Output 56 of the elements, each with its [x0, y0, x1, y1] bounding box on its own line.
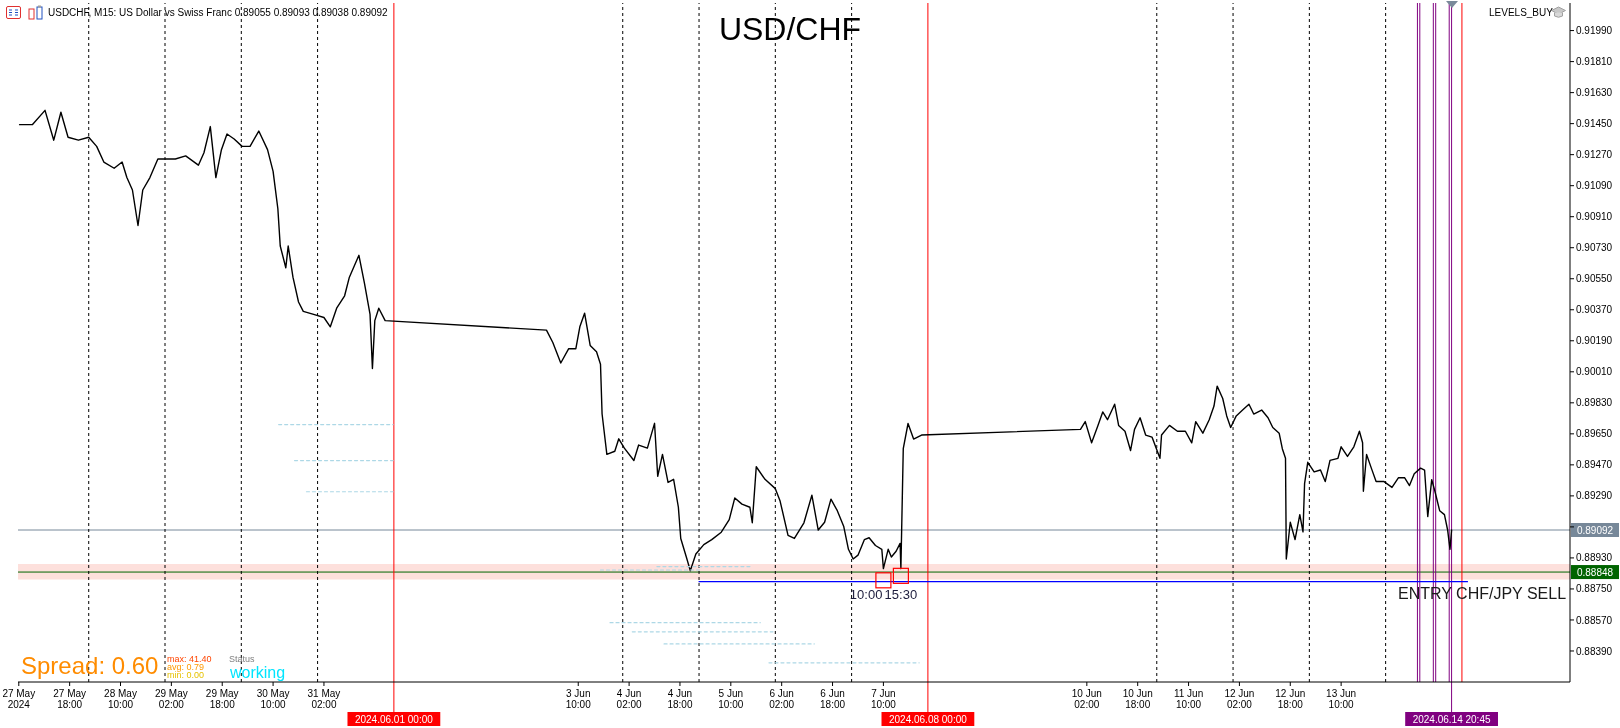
ref-line-label: 2024.06.01 00:00 [354, 713, 434, 725]
x-tick-label: 27 May 2024 [2, 687, 36, 710]
x-tick-label: 31 May 02:00 [307, 687, 341, 710]
ref-line-label: 0.88848 [1576, 566, 1614, 578]
x-tick-label: 4 Jun 18:00 [667, 687, 693, 710]
y-tick-label: 0.90730 [1576, 242, 1613, 254]
y-tick-label: 0.91990 [1576, 25, 1613, 37]
annotation: max: 41.40 [167, 654, 212, 664]
x-tick-label: 6 Jun 02:00 [769, 687, 795, 710]
x-tick-label: 10 Jun 02:00 [1071, 687, 1102, 710]
y-tick-label: 0.91810 [1576, 56, 1613, 68]
x-tick-label: 12 Jun 18:00 [1275, 687, 1306, 710]
x-tick-label: 6 Jun 18:00 [820, 687, 846, 710]
y-tick-label: 0.89290 [1576, 490, 1613, 502]
x-tick-label: 29 May 02:00 [154, 687, 188, 710]
y-tick-label: 0.90370 [1576, 304, 1613, 316]
x-tick-label: 12 Jun 02:00 [1224, 687, 1255, 710]
y-tick-label: 0.88390 [1576, 645, 1613, 657]
y-tick-label: 0.91270 [1576, 149, 1613, 161]
annotation: Status [229, 654, 255, 664]
annotation: 15:30 [884, 586, 918, 602]
x-tick-label: 7 Jun 10:00 [870, 687, 897, 710]
annotation: Spread: 0.60 [21, 652, 159, 679]
x-tick-label: 13 Jun 10:00 [1326, 687, 1357, 710]
y-tick-label: 0.91630 [1576, 87, 1613, 99]
annotation: avg: 0.79 [167, 662, 205, 672]
x-tick-label: 28 May 10:00 [104, 687, 137, 710]
y-tick-label: 0.90190 [1576, 335, 1613, 347]
annotation: min: 0.00 [167, 670, 205, 680]
y-tick-label: 0.88570 [1576, 614, 1613, 626]
ref-line-label: 2024.06.08 00:00 [888, 713, 968, 725]
x-tick-label: 11 Jun 10:00 [1173, 687, 1204, 710]
y-tick-label: 0.90010 [1576, 366, 1613, 378]
y-tick-label: 0.91450 [1576, 118, 1613, 130]
y-tick-label: 0.89830 [1576, 397, 1613, 409]
x-tick-label: 10 Jun 18:00 [1122, 687, 1153, 710]
y-tick-label: 0.89470 [1576, 459, 1613, 471]
y-tick-label: 0.88930 [1576, 552, 1613, 564]
y-tick-label: 0.89650 [1576, 428, 1613, 440]
x-tick-label: 3 Jun 10:00 [565, 687, 592, 710]
chart-title: USD/CHF [718, 11, 862, 47]
x-tick-label: 29 May 18:00 [205, 687, 239, 710]
y-tick-label: 0.90550 [1576, 273, 1613, 285]
y-tick-label: 0.90910 [1576, 211, 1613, 223]
ref-line-label: 2024.06.14 20:45 [1412, 713, 1491, 725]
annotation: 10:00 [849, 587, 883, 603]
annotation: LEVELS_BUY [1489, 7, 1553, 19]
x-tick-label: 27 May 18:00 [53, 687, 87, 710]
y-tick-label: 0.91090 [1576, 180, 1613, 192]
ref-line-label: 0.89092 [1576, 524, 1614, 536]
x-tick-label: 4 Jun 02:00 [616, 687, 643, 710]
annotation: working [230, 664, 286, 681]
x-tick-label: 30 May 10:00 [256, 687, 290, 710]
x-tick-label: 5 Jun 10:00 [718, 687, 744, 710]
chart-subtitle: USDCHF, M15: US Dollar vs Swiss Franc 0.89055 0.89093 0.89038 0.89092 [48, 7, 388, 19]
y-tick-label: 0.88750 [1576, 583, 1613, 595]
